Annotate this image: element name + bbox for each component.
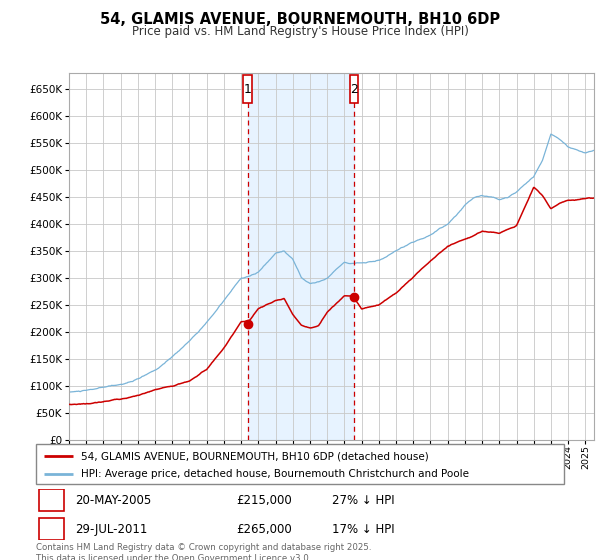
Text: 54, GLAMIS AVENUE, BOURNEMOUTH, BH10 6DP (detached house): 54, GLAMIS AVENUE, BOURNEMOUTH, BH10 6DP… [81,451,428,461]
Bar [38,489,64,511]
Text: HPI: Average price, detached house, Bournemouth Christchurch and Poole: HPI: Average price, detached house, Bour… [81,469,469,479]
Text: 1: 1 [47,494,55,507]
Bar [350,76,358,103]
Bar [248,73,354,440]
Text: 27% ↓ HPI: 27% ↓ HPI [332,494,394,507]
Text: Contains HM Land Registry data © Crown copyright and database right 2025.
This d: Contains HM Land Registry data © Crown c… [36,543,371,560]
Text: £265,000: £265,000 [236,522,292,535]
Text: 54, GLAMIS AVENUE, BOURNEMOUTH, BH10 6DP: 54, GLAMIS AVENUE, BOURNEMOUTH, BH10 6DP [100,12,500,27]
Text: 20-MAY-2005: 20-MAY-2005 [76,494,152,507]
Bar [38,518,64,540]
Text: £215,000: £215,000 [236,494,292,507]
Text: 1: 1 [244,83,251,96]
Text: 2: 2 [350,83,358,96]
Text: 17% ↓ HPI: 17% ↓ HPI [332,522,394,535]
Bar [244,76,252,103]
Text: 2: 2 [47,522,55,535]
Text: Price paid vs. HM Land Registry's House Price Index (HPI): Price paid vs. HM Land Registry's House … [131,25,469,38]
Text: 29-JUL-2011: 29-JUL-2011 [76,522,148,535]
